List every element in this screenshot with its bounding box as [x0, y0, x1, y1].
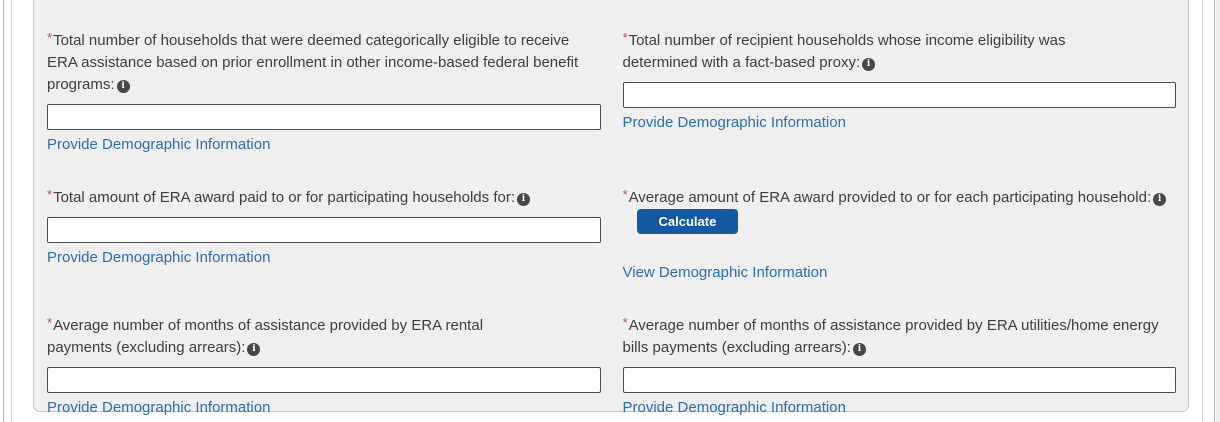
field-label-text: Average number of months of assistance p… [622, 317, 1159, 356]
provide-demographic-link[interactable]: Provide Demographic Information [622, 399, 846, 416]
categorically-eligible-households-input[interactable] [47, 104, 601, 130]
field-total-era-award-amount: *Total amount of ERA award paid to or fo… [47, 184, 601, 282]
info-icon[interactable]: i [247, 342, 261, 356]
field-label-text: Average amount of ERA award provided to … [628, 189, 1152, 206]
field-average-era-award: *Average amount of ERA award provided to… [623, 184, 1177, 282]
avg-months-rental-assistance-input[interactable] [47, 367, 601, 393]
calculate-button[interactable]: Calculate [636, 209, 739, 234]
field-categorically-eligible-households: *Total number of households that were de… [47, 27, 601, 154]
info-icon[interactable]: i [1153, 192, 1167, 206]
field-label: *Average number of months of assistance … [623, 312, 1171, 359]
view-demographic-link[interactable]: View Demographic Information [622, 264, 828, 281]
field-label: *Average number of months of assistance … [47, 312, 537, 359]
required-asterisk: * [622, 187, 628, 202]
info-icon[interactable]: i [852, 342, 866, 356]
provide-demographic-link[interactable]: Provide Demographic Information [47, 136, 271, 153]
required-asterisk: * [622, 30, 628, 45]
field-label: *Average amount of ERA award provided to… [623, 184, 1168, 234]
provide-demographic-link[interactable]: Provide Demographic Information [622, 114, 846, 131]
field-fact-based-proxy-households: *Total number of recipient households wh… [622, 27, 1176, 154]
required-asterisk: * [47, 30, 53, 45]
era-form-panel: *Total number of households that were de… [33, 0, 1189, 416]
field-label: *Total number of recipient households wh… [623, 27, 1133, 74]
field-avg-months-utilities-assistance: *Average number of months of assistance … [622, 312, 1176, 417]
info-icon[interactable]: i [862, 57, 876, 71]
page-edge-strip [1216, 0, 1220, 422]
field-label-text: Total number of households that were dee… [47, 32, 579, 93]
required-asterisk: * [47, 315, 53, 330]
field-label-text: Average number of months of assistance p… [47, 317, 484, 356]
field-avg-months-rental-assistance: *Average number of months of assistance … [47, 312, 601, 417]
field-label-text: Total amount of ERA award paid to or for… [53, 189, 515, 206]
info-icon[interactable]: i [116, 79, 130, 93]
required-asterisk: * [47, 187, 53, 202]
avg-months-utilities-assistance-input[interactable] [622, 367, 1176, 393]
field-label: *Total number of households that were de… [47, 27, 601, 96]
info-icon[interactable]: i [517, 192, 530, 206]
field-label: *Total amount of ERA award paid to or fo… [47, 184, 601, 209]
provide-demographic-link[interactable]: Provide Demographic Information [47, 249, 271, 266]
field-label-text: Total number of recipient households who… [622, 32, 1066, 71]
total-era-award-amount-input[interactable] [47, 217, 601, 243]
fact-based-proxy-households-input[interactable] [622, 82, 1176, 108]
provide-demographic-link[interactable]: Provide Demographic Information [47, 399, 271, 416]
form-grid: *Total number of households that were de… [47, 27, 1176, 417]
required-asterisk: * [622, 315, 628, 330]
